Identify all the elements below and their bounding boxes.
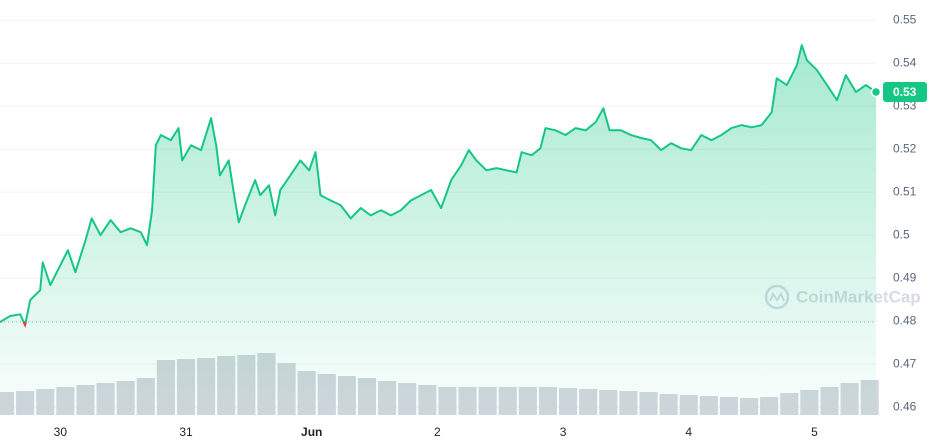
y-tick-label: 0.46 <box>893 399 917 413</box>
x-tick-label: 3 <box>560 425 567 439</box>
x-tick-label: 31 <box>179 425 193 439</box>
y-tick-label: 0.55 <box>893 12 917 26</box>
x-tick-label: Jun <box>301 425 322 439</box>
y-tick-label: 0.47 <box>893 356 917 370</box>
y-tick-label: 0.51 <box>893 184 917 198</box>
x-tick-label: 5 <box>811 425 818 439</box>
last-value-badge <box>883 82 927 103</box>
price-line <box>0 44 877 326</box>
last-value-label: 0.53 <box>893 85 917 99</box>
x-tick-label: 30 <box>54 425 68 439</box>
x-tick-label: 4 <box>685 425 692 439</box>
x-tick-label: 2 <box>434 425 441 439</box>
y-tick-label: 0.54 <box>893 55 917 69</box>
y-tick-label: 0.5 <box>893 227 910 241</box>
y-tick-label: 0.52 <box>893 141 917 155</box>
y-tick-label: 0.48 <box>893 313 917 327</box>
last-point <box>870 86 882 98</box>
price-area <box>0 45 876 415</box>
y-tick-label: 0.49 <box>893 270 917 284</box>
